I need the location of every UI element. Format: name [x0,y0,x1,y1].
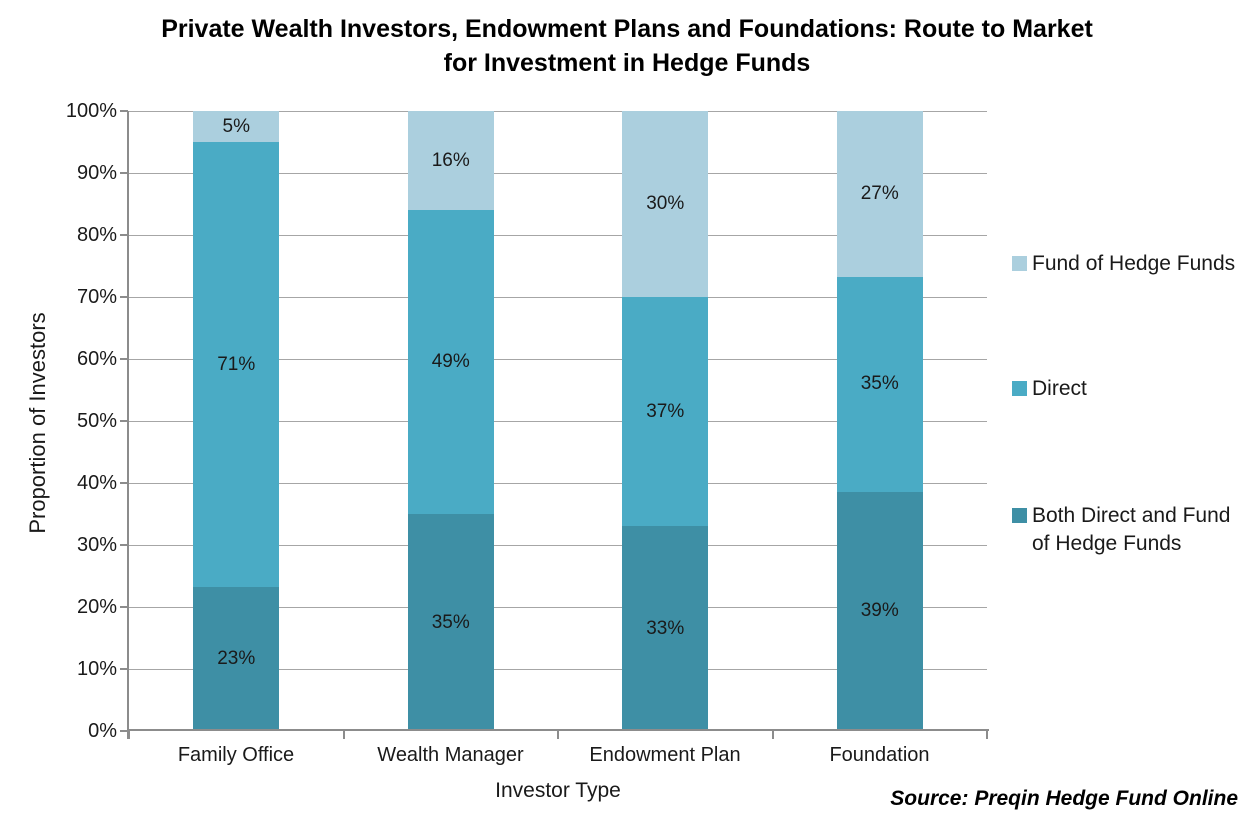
y-tick-label: 50% [76,410,117,432]
x-axis-line [127,729,989,731]
bar-data-label: 35% [860,373,899,395]
bar-data-label: 39% [860,600,899,622]
y-axis-tick [120,296,128,298]
bar-segment-both-direct-and-fund-of-hedge-funds [407,514,494,731]
y-axis-tick [120,606,128,608]
y-tick-label: 40% [76,472,117,494]
x-category-label: Family Office [177,744,295,766]
bar-data-label: 33% [646,617,685,639]
y-axis-tick [120,730,128,732]
gridline [129,359,987,360]
bar-segment-fund-of-hedge-funds [193,111,280,143]
bar-data-label: 49% [431,351,470,373]
x-axis-tick [557,731,559,739]
bar-segment-direct [407,210,494,514]
legend-swatch-icon [1012,381,1027,396]
x-axis-title: Investor Type [495,779,621,802]
legend-item: Direct [1012,375,1087,403]
legend-swatch-icon [1012,508,1027,523]
gridline [129,421,987,422]
y-axis-line [127,111,129,739]
bar-data-label: 27% [860,182,899,204]
legend-label: Both Direct and Fund of Hedge Funds [1032,504,1231,555]
bar-data-label: 30% [646,193,685,214]
gridline [129,111,987,112]
legend-swatch-icon [1012,256,1027,271]
bar-data-label: 5% [222,115,250,137]
source-note: Source: Preqin Hedge Fund Online [890,787,1238,810]
bar-segment-direct [836,276,923,492]
y-axis-tick [120,482,128,484]
bar-segment-fund-of-hedge-funds [836,111,923,277]
chart-title: Private Wealth Investors, Endowment Plan… [161,15,1093,77]
y-tick-label: 70% [76,286,117,308]
bar-segment-direct [193,142,280,587]
y-tick-label: 20% [76,596,117,618]
y-tick-label: 100% [65,100,117,122]
legend-label: Direct [1032,377,1087,400]
y-tick-label: 60% [76,348,117,370]
x-axis-tick [771,731,774,739]
x-axis-tick [128,731,130,739]
y-axis-tick [120,172,128,174]
x-category-label: Wealth Manager [377,744,524,766]
y-axis-tick [120,668,128,670]
bar-segment-fund-of-hedge-funds [407,111,494,211]
gridline [129,669,987,670]
y-tick-label: 10% [76,658,117,680]
y-axis-tick [120,110,128,112]
bar-segment-both-direct-and-fund-of-hedge-funds [193,586,280,731]
gridline [129,297,987,298]
y-axis-tick [120,358,128,360]
bar-segment-direct [622,297,709,527]
bar-segment-both-direct-and-fund-of-hedge-funds [622,526,709,731]
x-category-label: Endowment Plan [589,744,741,766]
legend-item: Fund of Hedge Funds [1012,250,1235,278]
gridline [129,173,987,174]
y-axis-tick [120,544,128,546]
gridline [129,235,987,236]
bar-data-label: 23% [217,647,256,669]
bar-data-label: 71% [217,353,256,375]
bar-data-label: 16% [431,149,470,171]
gridline [129,545,987,546]
x-axis-tick [342,731,345,739]
y-tick-label: 30% [76,534,117,556]
gridline [129,483,987,484]
legend-label: Fund of Hedge Funds [1032,252,1236,275]
bar-data-label: 37% [646,400,685,422]
y-axis-tick [120,420,128,422]
y-axis-tick [120,234,128,236]
y-tick-label: 0% [88,720,117,742]
legend-item: Both Direct and Fund of Hedge Funds [1012,502,1250,558]
bar-data-label: 35% [431,611,470,633]
plot-area: 23% 71% 5% 35% 49% 16% 33% 37% 30% 39% 35% 27% [129,111,987,731]
gridline [129,607,987,608]
x-category-label: Foundation [829,744,930,766]
bar-segment-fund-of-hedge-funds [622,111,709,297]
y-tick-label: 90% [76,162,117,184]
x-axis-tick [986,731,988,739]
y-tick-label: 80% [76,224,117,246]
bar-segment-both-direct-and-fund-of-hedge-funds [836,491,923,731]
